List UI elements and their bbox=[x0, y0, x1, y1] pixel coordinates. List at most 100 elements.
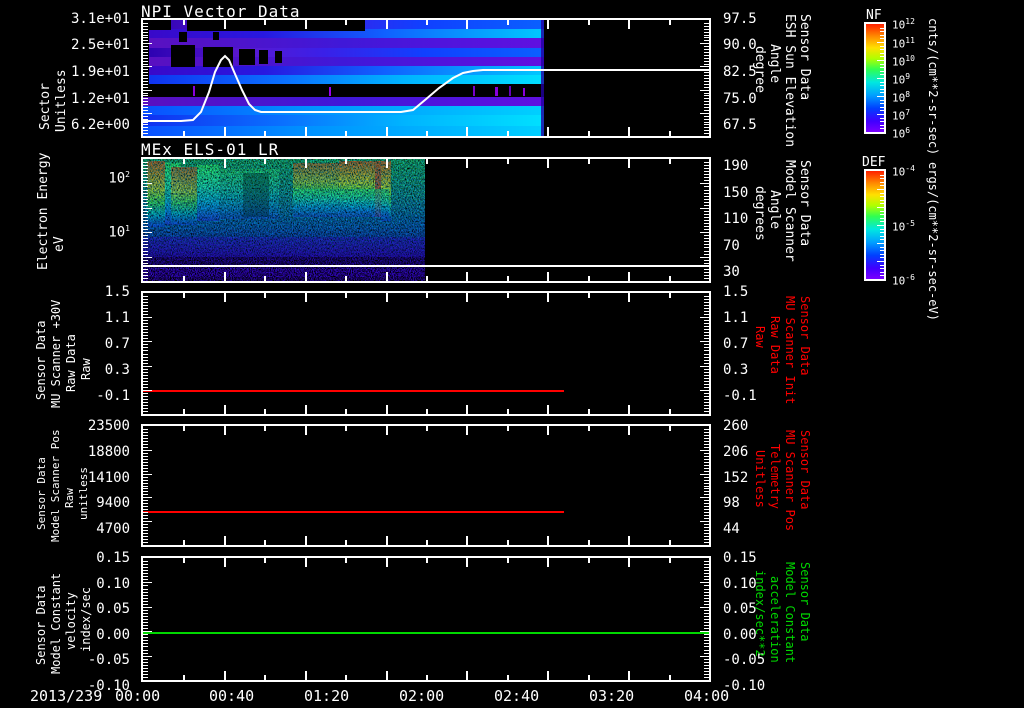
x-tick bbox=[386, 20, 388, 29]
x-tick bbox=[588, 159, 590, 164]
y-tick bbox=[704, 539, 709, 540]
y-tick bbox=[704, 127, 709, 128]
y-tick bbox=[704, 604, 709, 605]
colorbar-nf[interactable] bbox=[864, 22, 886, 134]
y-tick bbox=[143, 335, 148, 336]
colorbar-tick bbox=[880, 49, 884, 50]
y-tick bbox=[704, 87, 709, 88]
y-tick bbox=[704, 95, 709, 96]
y-tick bbox=[704, 93, 709, 94]
p4-right-axis-title-4: Unitless bbox=[753, 450, 767, 508]
y-tick bbox=[143, 411, 148, 412]
y-tick bbox=[704, 435, 709, 436]
y-tick bbox=[704, 104, 709, 105]
colorbar-tick bbox=[877, 42, 884, 43]
model-constant-acceleration-trace bbox=[143, 632, 709, 634]
colorbar-tick bbox=[880, 239, 884, 240]
x-tick bbox=[264, 131, 266, 136]
colorbar-def-label: DEF bbox=[862, 155, 886, 170]
p3-right-axis-title-2: MU Scanner Init bbox=[783, 296, 797, 405]
x-tick bbox=[386, 558, 388, 567]
colorbar-tick bbox=[880, 200, 884, 201]
x-tick bbox=[183, 426, 185, 431]
y-tick bbox=[143, 366, 152, 367]
x-tick bbox=[264, 20, 266, 25]
y-tick bbox=[704, 180, 709, 181]
y-tick bbox=[704, 677, 709, 678]
y-tick bbox=[143, 483, 148, 484]
x-tick bbox=[588, 293, 590, 298]
y-tick bbox=[143, 360, 148, 361]
y-tick bbox=[143, 347, 148, 348]
x-tick bbox=[628, 293, 630, 302]
y-tick bbox=[700, 607, 709, 608]
y-tick bbox=[143, 214, 148, 215]
mu-scanner-init-trace bbox=[143, 390, 564, 392]
colorbar-tick bbox=[880, 125, 884, 126]
x-tick bbox=[345, 675, 347, 680]
els-left-axis-title-1: Electron Energy bbox=[36, 152, 51, 270]
x-tick bbox=[507, 540, 509, 545]
y-tick bbox=[143, 372, 148, 373]
y-tick bbox=[143, 494, 148, 495]
y-tick bbox=[704, 564, 709, 565]
esh-sun-elevation-trace bbox=[143, 54, 709, 122]
colorbar-tick bbox=[880, 82, 884, 83]
plot-area-els[interactable] bbox=[141, 157, 711, 283]
y-tick bbox=[704, 302, 709, 303]
y-tick bbox=[143, 653, 148, 654]
colorbar-tick bbox=[880, 211, 884, 212]
x-tick bbox=[547, 536, 549, 545]
y-tick bbox=[704, 512, 709, 513]
y-tick bbox=[143, 662, 148, 663]
x-tick bbox=[466, 159, 468, 168]
y-tick bbox=[700, 43, 709, 44]
p5-right-axis-title-2: Model Constant bbox=[783, 562, 797, 664]
y-tick bbox=[704, 363, 709, 364]
y-tick bbox=[143, 37, 148, 38]
y-tick bbox=[143, 177, 148, 178]
y-tick bbox=[143, 643, 148, 644]
y-tick bbox=[143, 308, 148, 309]
els-spectrogram bbox=[143, 159, 709, 281]
x-tick bbox=[224, 159, 226, 168]
y-tick bbox=[143, 375, 148, 376]
x-tick bbox=[345, 426, 347, 431]
p4-right-axis-title-2: MU Scanner Pos bbox=[783, 430, 797, 532]
y-tick bbox=[704, 174, 709, 175]
y-tick bbox=[704, 601, 709, 602]
y-tick bbox=[143, 23, 148, 24]
y-tick bbox=[143, 429, 148, 430]
xaxis-date-label: 2013/239 bbox=[30, 687, 103, 705]
y-tick bbox=[143, 462, 148, 463]
y-tick bbox=[704, 122, 709, 123]
plot-area-model-constant-velocity[interactable] bbox=[141, 556, 711, 682]
plot-area-model-scanner-pos[interactable] bbox=[141, 424, 711, 547]
x-tick bbox=[466, 127, 468, 136]
y-tick bbox=[143, 585, 148, 586]
x-tick bbox=[345, 159, 347, 164]
y-tick bbox=[704, 399, 709, 400]
npi-spectrogram bbox=[143, 20, 709, 136]
colorbar-def[interactable] bbox=[864, 169, 886, 281]
plot-area-npi[interactable] bbox=[141, 18, 711, 138]
colorbar-tick bbox=[880, 247, 884, 248]
y-tick bbox=[143, 668, 148, 669]
x-tick bbox=[507, 426, 509, 431]
x-tick bbox=[183, 20, 185, 25]
x-tick bbox=[588, 426, 590, 431]
y-tick bbox=[704, 598, 709, 599]
colorbar-tick bbox=[880, 265, 884, 266]
y-tick bbox=[143, 402, 148, 403]
y-tick bbox=[143, 320, 148, 321]
colorbar-tick bbox=[880, 175, 884, 176]
plot-area-mu-scanner-30v[interactable] bbox=[141, 291, 711, 416]
x-tick bbox=[183, 409, 185, 414]
y-tick bbox=[143, 601, 148, 602]
y-tick bbox=[143, 110, 148, 111]
x-tick bbox=[669, 20, 671, 25]
y-tick bbox=[143, 235, 148, 236]
y-tick bbox=[143, 202, 148, 203]
x-tick bbox=[345, 409, 347, 414]
y-tick bbox=[143, 665, 148, 666]
